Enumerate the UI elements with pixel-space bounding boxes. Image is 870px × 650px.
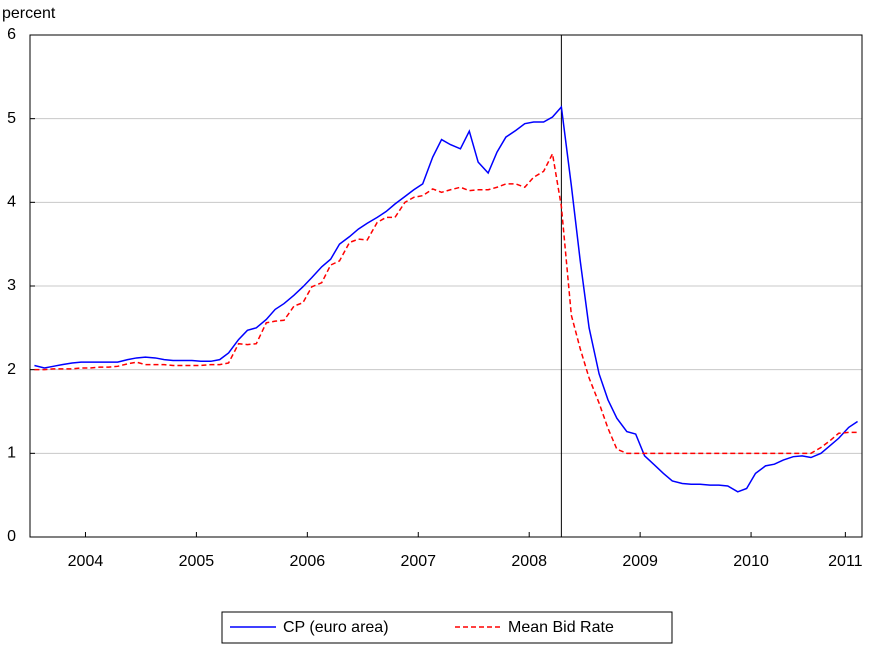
y-tick-label: 6 (7, 26, 16, 43)
x-tick-label: 2007 (400, 553, 436, 570)
x-tick-label: 2008 (511, 553, 547, 570)
x-tick-label: 2010 (733, 553, 769, 570)
x-tick-label: 2009 (622, 553, 658, 570)
x-tick-label: 2004 (68, 553, 104, 570)
y-tick-label: 3 (7, 277, 16, 294)
x-tick-label: 2011 (828, 553, 863, 570)
y-axis-label: percent (2, 5, 56, 22)
y-tick-label: 1 (7, 445, 16, 462)
series-line (34, 105, 858, 493)
legend-label: Mean Bid Rate (508, 619, 614, 636)
x-tick-label: 2005 (179, 553, 215, 570)
plot-frame (29, 34, 863, 538)
y-tick-label: 5 (7, 110, 16, 127)
y-tick-label: 2 (7, 361, 16, 378)
legend-label: CP (euro area) (283, 619, 389, 636)
y-tick-label: 0 (7, 528, 16, 545)
x-tick-label: 2006 (290, 553, 326, 570)
series-line (34, 151, 858, 455)
legend-box (221, 611, 673, 644)
y-tick-label: 4 (7, 194, 16, 211)
